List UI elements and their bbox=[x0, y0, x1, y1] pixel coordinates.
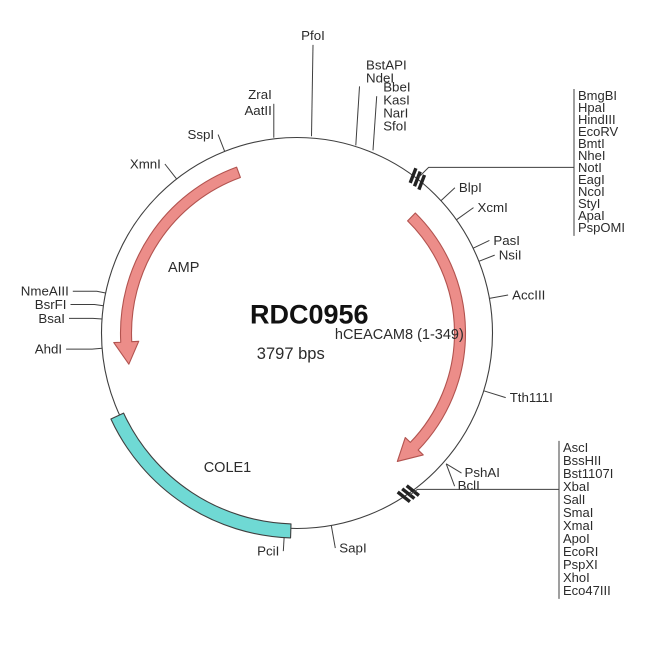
svg-text:Eco47III: Eco47III bbox=[563, 583, 611, 598]
svg-text:NarI: NarI bbox=[383, 106, 408, 121]
svg-text:KasI: KasI bbox=[383, 93, 410, 108]
svg-text:BsaI: BsaI bbox=[38, 311, 65, 326]
svg-text:AatII: AatII bbox=[244, 103, 271, 118]
svg-text:AhdI: AhdI bbox=[35, 342, 62, 357]
svg-text:NsiI: NsiI bbox=[499, 248, 522, 263]
svg-text:XmnI: XmnI bbox=[130, 156, 161, 171]
svg-text:PciI: PciI bbox=[257, 544, 279, 559]
svg-text:PasI: PasI bbox=[493, 233, 520, 248]
svg-text:BsrFI: BsrFI bbox=[35, 297, 67, 312]
svg-text:BclI: BclI bbox=[458, 478, 480, 493]
svg-text:SapI: SapI bbox=[339, 541, 366, 556]
svg-text:BstAPI: BstAPI bbox=[366, 58, 407, 73]
svg-text:Tth111I: Tth111I bbox=[510, 390, 553, 405]
svg-text:SspI: SspI bbox=[187, 127, 214, 142]
svg-text:AccIII: AccIII bbox=[512, 287, 545, 302]
svg-text:SfoI: SfoI bbox=[383, 119, 407, 134]
svg-text:COLE1: COLE1 bbox=[204, 460, 252, 476]
svg-text:AMP: AMP bbox=[168, 260, 199, 276]
svg-text:RDC0956: RDC0956 bbox=[250, 300, 369, 330]
svg-text:hCEACAM8 (1-349): hCEACAM8 (1-349) bbox=[335, 327, 464, 343]
svg-text:XcmI: XcmI bbox=[478, 200, 508, 215]
svg-text:BlpI: BlpI bbox=[459, 180, 482, 195]
svg-text:PfoI: PfoI bbox=[301, 28, 325, 43]
svg-text:ZraI: ZraI bbox=[248, 87, 272, 102]
svg-text:PspOMI: PspOMI bbox=[578, 220, 625, 235]
svg-text:BbeI: BbeI bbox=[383, 79, 410, 94]
svg-text:3797 bps: 3797 bps bbox=[257, 345, 325, 363]
